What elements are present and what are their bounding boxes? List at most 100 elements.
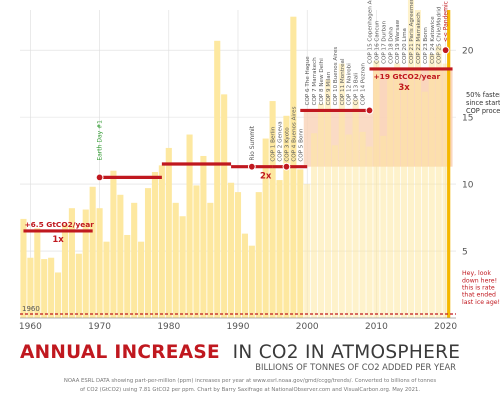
ice-age-note-line: Hey, look — [462, 270, 491, 277]
cop-label: COP 10 Buenos Aires — [333, 47, 339, 106]
cop-label: COP 5 Bonn — [298, 128, 304, 162]
bar-1964 — [55, 272, 62, 318]
x-tick-label: 2020 — [434, 322, 457, 332]
cop-label: COP 20 Lima — [402, 28, 408, 64]
ice-age-note-line: down here! — [462, 277, 497, 284]
bar-1994 — [262, 138, 269, 318]
bar-2002 — [317, 103, 325, 318]
bar-1984 — [193, 185, 200, 318]
bar-2007 — [352, 99, 359, 318]
bar-1999 — [297, 169, 304, 318]
cop-label: COP 12 Nairobi — [347, 63, 353, 106]
average-lines — [20, 46, 456, 315]
cop-label: COP 1 Berlin — [271, 126, 277, 161]
bar-1971 — [103, 241, 110, 318]
bar-1992 — [248, 245, 255, 318]
bar-1968 — [82, 209, 89, 318]
cop-label: COP 6 The Hague — [305, 56, 311, 106]
bar-1975 — [131, 202, 138, 318]
marker-1970 — [95, 173, 104, 182]
bar-1969 — [89, 186, 96, 318]
cop-label: COP 14 Poznan — [361, 63, 367, 106]
bar-1981 — [172, 202, 179, 318]
bar-1974 — [124, 234, 131, 318]
x-tick-label: 1970 — [88, 322, 111, 332]
bar-1996 — [276, 180, 283, 318]
bar-1997 — [283, 115, 290, 318]
pandemic-label: << Pandemic #1 >> — [443, 0, 450, 42]
bar-2019 — [435, 46, 442, 318]
bar-1979 — [158, 165, 165, 318]
marker-2020 — [441, 46, 450, 55]
bar-1965 — [61, 224, 69, 318]
pandemic-bar — [447, 10, 451, 318]
cop-label: COP 13 Bali — [354, 72, 360, 105]
bar-1959 — [20, 218, 27, 318]
x-tick-label: 1960 — [19, 322, 42, 332]
cop-label: COP 9 Milan — [326, 71, 332, 105]
bar-2018 — [428, 54, 435, 318]
cop-label: COP 23 Bonn — [423, 27, 429, 64]
title-rest: IN CO2 IN ATMOSPHERE — [233, 342, 461, 363]
bar-1970 — [96, 208, 103, 318]
cop-label: COP 25 Chile/Madrid — [437, 6, 443, 64]
cop-label: COP 22 Marrakech — [416, 12, 422, 64]
cop-label: COP 11 Montreal — [340, 58, 346, 105]
annotations: 1960 +6.5 GtCO2/year 1x 2x +19 GtCO2/year 3x 5… — [22, 72, 500, 313]
bar-1990 — [234, 192, 242, 318]
bars — [20, 0, 451, 319]
bar-2008 — [359, 131, 366, 318]
source-line-1: NOAA ESRL DATA showing part-per-million … — [64, 378, 436, 384]
bar-1983 — [186, 134, 193, 318]
bar-2003 — [324, 79, 332, 318]
y-tick-label: 10 — [462, 181, 474, 191]
faster-note-line: since start of — [466, 99, 500, 107]
y-tick-label: 20 — [462, 47, 474, 57]
multiplier-3x: 3x — [398, 83, 410, 93]
bar-2001 — [311, 133, 318, 318]
ice-age-note-line: that ended — [462, 292, 496, 299]
cop-labels: Earth Day #1 Rio Summit COP 1 Berlin COP 2 … — [97, 0, 450, 162]
bar-2010 — [373, 60, 380, 318]
cop-label: COP 3 Kyoto — [284, 127, 290, 162]
chart-subtitle: BILLIONS OF TONNES OF CO2 ADDED PER YEAR — [255, 362, 456, 372]
y-tick-label: 5 — [462, 248, 468, 258]
cop-label: COP 19 Warsaw — [395, 19, 401, 64]
bar-1977 — [144, 188, 152, 318]
bar-1995 — [269, 101, 276, 318]
cop-label: COP 8 New Delhi — [319, 58, 325, 106]
marker-2009 — [365, 106, 374, 115]
bar-1987 — [214, 40, 221, 319]
bar-2011 — [380, 135, 387, 318]
marker-1997 — [282, 162, 291, 171]
rate-start-label: +6.5 GtCO2/year — [24, 220, 94, 229]
multiplier-1x: 1x — [52, 235, 64, 245]
bar-2000 — [304, 184, 311, 318]
bar-2006 — [345, 134, 352, 318]
bar-1976 — [138, 241, 145, 318]
x-tick-label: 1980 — [157, 322, 180, 332]
bar-1993 — [255, 192, 262, 318]
ice-age-note-line: last ice age! — [462, 299, 500, 306]
marker-1992 — [247, 162, 256, 171]
bar-2004 — [331, 145, 338, 318]
bar-2009 — [366, 146, 373, 318]
bar-2005 — [338, 63, 345, 318]
title-highlight: ANNUAL INCREASE — [20, 342, 220, 363]
event-label: Earth Day #1 — [97, 120, 104, 161]
x-tick-label: 1990 — [227, 322, 250, 332]
bar-1961 — [34, 228, 41, 318]
event-label: Rio Summit — [249, 125, 256, 160]
bar-2012 — [387, 68, 394, 318]
x-tick-label: 2010 — [365, 322, 388, 332]
bar-1962 — [41, 259, 48, 318]
cop-label: COP 24 Katowice — [430, 16, 436, 64]
cop-label: COP 15 Copenhagen Accord — [367, 0, 373, 64]
cop-label: COP 17 Durban — [381, 20, 387, 63]
bar-1982 — [179, 216, 186, 318]
bar-1960 — [27, 257, 34, 318]
bar-1980 — [165, 147, 172, 318]
bar-1985 — [200, 155, 207, 318]
bar-1988 — [221, 94, 228, 318]
cop-label: COP 21 Paris Agreement — [409, 0, 415, 64]
